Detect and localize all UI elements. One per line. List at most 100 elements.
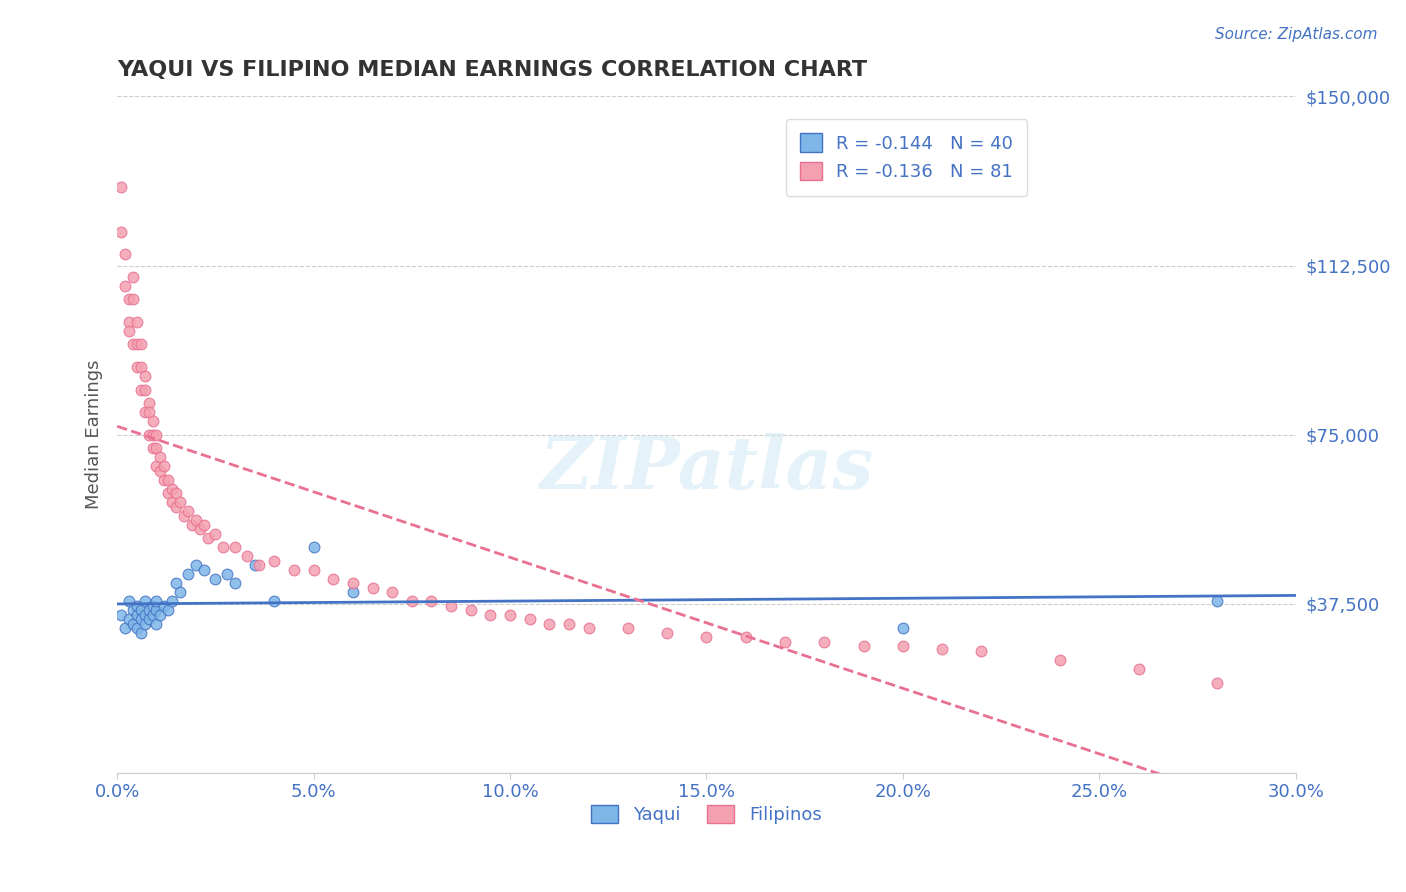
Point <box>129 603 152 617</box>
Point <box>204 526 226 541</box>
Point <box>122 337 145 351</box>
Point <box>125 607 148 622</box>
Point <box>420 594 443 608</box>
Text: YAQUI VS FILIPINO MEDIAN EARNINGS CORRELATION CHART: YAQUI VS FILIPINO MEDIAN EARNINGS CORREL… <box>117 60 868 79</box>
Point <box>141 599 163 613</box>
Point <box>401 594 423 608</box>
Point <box>138 603 160 617</box>
Point <box>184 513 207 527</box>
Point <box>184 558 207 573</box>
Text: Source: ZipAtlas.com: Source: ZipAtlas.com <box>1215 27 1378 42</box>
Point <box>141 414 163 428</box>
Point <box>773 635 796 649</box>
Point <box>283 563 305 577</box>
Point <box>145 427 167 442</box>
Point <box>149 464 172 478</box>
Point <box>479 607 502 622</box>
Point <box>342 585 364 599</box>
Point <box>224 541 246 555</box>
Point <box>440 599 463 613</box>
Point <box>931 641 953 656</box>
Point <box>1206 675 1229 690</box>
Point <box>110 607 132 622</box>
Point <box>114 622 136 636</box>
Point <box>193 517 215 532</box>
Point <box>122 269 145 284</box>
Point <box>153 473 176 487</box>
Point <box>558 617 581 632</box>
Point <box>125 337 148 351</box>
Point <box>302 541 325 555</box>
Point <box>110 179 132 194</box>
Point <box>125 315 148 329</box>
Point <box>138 612 160 626</box>
Point <box>129 626 152 640</box>
Point <box>1128 662 1150 676</box>
Legend: Yaqui, Filipinos: Yaqui, Filipinos <box>583 797 830 831</box>
Point <box>141 427 163 442</box>
Point <box>224 576 246 591</box>
Point <box>460 603 482 617</box>
Point <box>165 576 187 591</box>
Point <box>129 337 152 351</box>
Point <box>1049 653 1071 667</box>
Point <box>157 473 180 487</box>
Point <box>118 315 141 329</box>
Point <box>891 622 914 636</box>
Point <box>302 563 325 577</box>
Point <box>322 572 344 586</box>
Point <box>381 585 404 599</box>
Point <box>134 405 156 419</box>
Point <box>114 278 136 293</box>
Point <box>149 607 172 622</box>
Point <box>177 567 200 582</box>
Point <box>197 531 219 545</box>
Point <box>160 594 183 608</box>
Point <box>138 396 160 410</box>
Point <box>134 594 156 608</box>
Point <box>217 567 239 582</box>
Point <box>695 631 717 645</box>
Point <box>734 631 756 645</box>
Point <box>118 324 141 338</box>
Point <box>157 486 180 500</box>
Point <box>129 359 152 374</box>
Point <box>342 576 364 591</box>
Point <box>852 640 875 654</box>
Point <box>247 558 270 573</box>
Point <box>145 594 167 608</box>
Point <box>193 563 215 577</box>
Point <box>145 603 167 617</box>
Point <box>118 293 141 307</box>
Point <box>212 541 235 555</box>
Point <box>134 368 156 383</box>
Point <box>236 549 259 564</box>
Point <box>122 617 145 632</box>
Point <box>499 607 522 622</box>
Point <box>122 603 145 617</box>
Point <box>970 644 993 658</box>
Point <box>157 603 180 617</box>
Point <box>160 482 183 496</box>
Point <box>177 504 200 518</box>
Point <box>110 225 132 239</box>
Point <box>125 622 148 636</box>
Point <box>129 612 152 626</box>
Point <box>617 622 640 636</box>
Text: ZIPatlas: ZIPatlas <box>540 433 873 504</box>
Point <box>134 617 156 632</box>
Point <box>134 607 156 622</box>
Y-axis label: Median Earnings: Median Earnings <box>86 359 103 509</box>
Point <box>165 486 187 500</box>
Point <box>145 459 167 474</box>
Point <box>361 581 384 595</box>
Point <box>160 495 183 509</box>
Point <box>578 622 600 636</box>
Point <box>538 617 561 632</box>
Point <box>141 607 163 622</box>
Point <box>891 640 914 654</box>
Point <box>145 441 167 455</box>
Point <box>519 612 541 626</box>
Point <box>145 617 167 632</box>
Point <box>114 247 136 261</box>
